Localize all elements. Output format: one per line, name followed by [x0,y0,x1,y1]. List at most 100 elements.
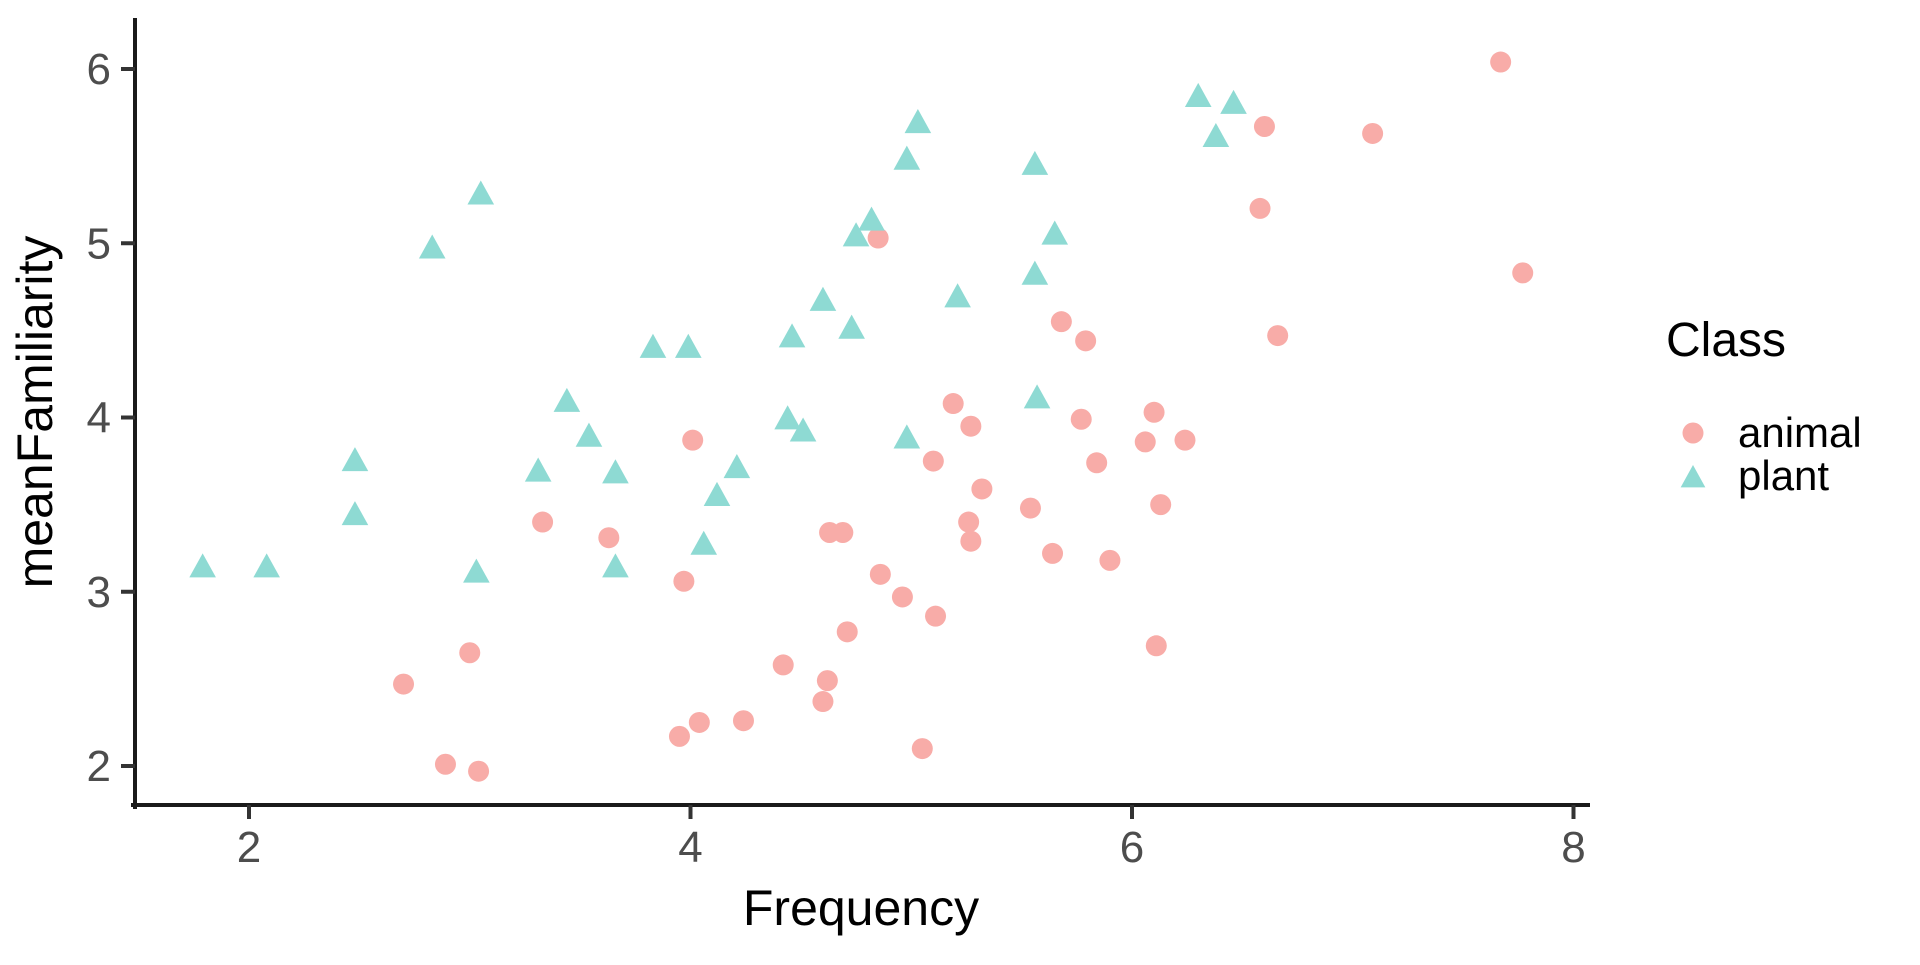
y-axis-line [133,18,137,809]
data-point-plant [553,387,581,412]
data-point-animal [911,738,933,760]
y-axis-ticks: 2 3 4 5 6 [87,45,135,791]
data-point-animal [1145,635,1167,657]
data-point-plant [1021,260,1049,285]
data-point-plant [418,234,446,259]
data-point-animal [867,227,889,249]
data-point-plant [774,405,801,430]
y-axis-title: meanFamiliarity [7,236,63,589]
data-point-animal [673,570,695,592]
data-point-plant [904,109,932,134]
y-tick-mark [121,415,135,420]
data-point-plant [575,422,603,447]
data-points [189,51,1534,782]
data-point-plant [253,553,280,578]
legend-animal-marker-icon [1682,422,1704,444]
legend-item-plant-label: plant [1738,452,1829,499]
x-tick-label: 4 [678,823,702,872]
x-tick-mark [247,805,251,819]
data-point-animal [922,450,944,472]
data-point-animal [688,711,710,733]
data-point-animal [960,415,982,437]
y-tick-label: 2 [87,742,111,791]
data-point-plant [809,286,837,311]
data-point-animal [1174,429,1196,451]
data-point-plant [602,459,629,484]
data-point-animal [1099,549,1121,571]
data-point-plant [789,417,817,442]
data-point-animal [960,530,982,552]
data-point-animal [958,511,980,533]
x-axis-title: Frequency [743,880,979,936]
data-point-animal [682,429,704,451]
data-point-animal [942,393,964,415]
data-point-plant [690,530,718,555]
data-point-plant [524,457,552,482]
data-point-animal [532,511,554,533]
data-point-animal [1086,452,1108,474]
data-point-plant [893,145,921,170]
x-axis-ticks: 2 4 6 8 [237,805,1586,872]
data-point-plant [467,180,495,205]
data-point-animal [1150,494,1172,516]
data-point-plant [341,447,369,472]
data-point-plant [639,333,667,358]
data-point-animal [1253,116,1275,138]
y-tick-label: 3 [87,568,111,617]
data-point-animal [459,642,481,664]
legend-item-animal-label: animal [1738,409,1862,456]
data-point-plant [189,553,216,578]
legend-plant-marker-icon [1680,465,1706,488]
data-point-animal [836,621,858,643]
data-point-plant [1220,89,1247,114]
data-point-animal [1249,197,1271,219]
data-point-animal [1042,542,1064,564]
data-point-plant [341,501,369,526]
data-point-plant [602,553,629,578]
data-point-animal [1050,311,1072,333]
data-point-plant [1041,220,1069,245]
data-point-plant [463,558,490,583]
data-point-animal [816,670,838,692]
data-point-animal [1267,325,1289,347]
x-tick-label: 2 [237,823,261,872]
data-point-plant [944,283,971,308]
x-tick-mark [1130,805,1134,819]
y-tick-label: 4 [87,394,111,443]
y-tick-label: 5 [87,219,111,268]
data-point-animal [1362,122,1384,144]
data-point-animal [1019,497,1041,519]
x-tick-label: 8 [1561,823,1585,872]
data-point-animal [434,753,456,775]
data-point-animal [891,586,913,608]
data-point-plant [842,222,870,247]
x-tick-mark [1571,805,1576,819]
data-point-plant [858,206,885,231]
data-point-plant [778,323,806,348]
y-tick-mark [121,241,135,246]
data-point-animal [832,522,854,544]
data-point-plant [1021,150,1049,175]
x-tick-label: 6 [1120,823,1144,872]
y-tick-label: 6 [87,45,111,94]
data-point-animal [668,725,690,747]
data-point-animal [1075,330,1097,352]
data-point-animal [925,605,947,627]
data-point-plant [703,481,731,506]
data-point-plant [838,314,865,339]
y-tick-mark [121,67,135,71]
data-point-plant [1184,82,1212,107]
data-point-animal [732,710,754,732]
y-tick-mark [121,764,135,768]
data-point-animal [1512,262,1534,284]
legend: Class animal plant [1666,314,1862,499]
data-point-plant [1202,122,1230,148]
data-point-animal [1070,408,1092,430]
data-point-plant [1023,384,1051,409]
data-point-plant [674,333,702,358]
data-point-animal [393,673,415,695]
x-tick-mark [688,805,693,819]
data-point-animal [468,760,490,782]
data-point-animal [598,527,620,549]
